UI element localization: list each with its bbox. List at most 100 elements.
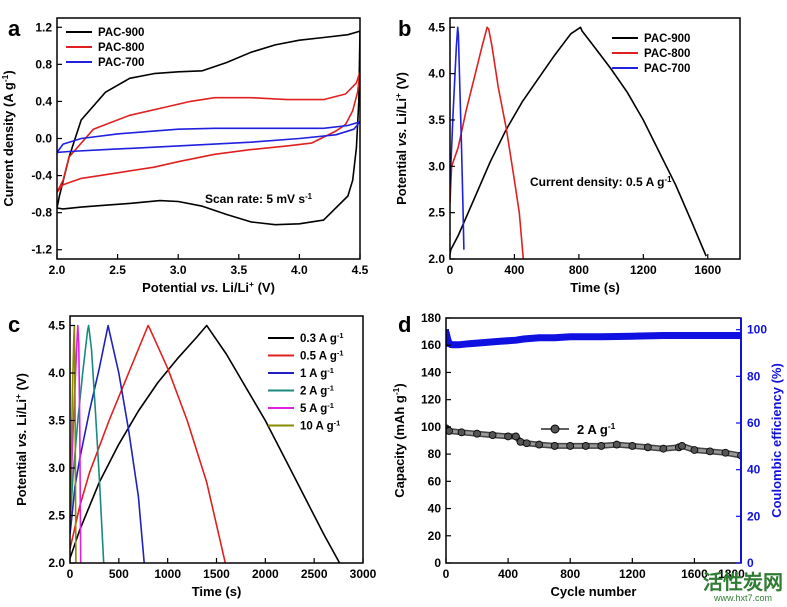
data-point-ce bbox=[520, 336, 527, 342]
series-line-1 bbox=[450, 26, 707, 257]
y-axis-label-part: vs. bbox=[394, 128, 409, 146]
legend-label-part: -1 bbox=[337, 331, 344, 340]
series-line-2 bbox=[70, 324, 227, 563]
y-tick-label: 20 bbox=[428, 529, 442, 543]
y2-axis-label-part: Coulombic efficiency (%) bbox=[769, 363, 784, 518]
x-axis-label-part: vs. bbox=[201, 280, 219, 295]
data-point-capacity bbox=[706, 447, 714, 456]
data-point-capacity bbox=[721, 448, 730, 457]
y-tick-label: 4.0 bbox=[428, 67, 445, 81]
data-point-ce bbox=[738, 332, 741, 339]
data-point-capacity bbox=[535, 440, 544, 449]
y-tick-label: 100 bbox=[421, 420, 441, 434]
data-point-ce bbox=[660, 332, 667, 339]
y-tick-label: 3.5 bbox=[428, 113, 445, 127]
legend-label: 0.3 A g-1 bbox=[300, 331, 344, 346]
x-tick-label: 2.0 bbox=[49, 263, 66, 277]
x-axis-label: Cycle number bbox=[551, 584, 637, 599]
data-point-capacity bbox=[566, 442, 575, 450]
data-point-ce bbox=[497, 338, 504, 345]
y-tick-label: 2.0 bbox=[48, 556, 65, 570]
legend-label-part: -1 bbox=[327, 366, 334, 375]
legend-label-part: 10 A g bbox=[300, 421, 334, 433]
x-axis-label-part: Li/Li bbox=[219, 280, 249, 295]
annotation-part: -1 bbox=[664, 175, 672, 184]
data-point-ce bbox=[466, 340, 473, 347]
data-point-ce bbox=[551, 334, 558, 341]
panel-letter: b bbox=[398, 16, 411, 41]
legend-label-part: -1 bbox=[334, 418, 341, 427]
y-tick-label: 1.2 bbox=[35, 20, 52, 34]
legend-label: 10 A g-1 bbox=[300, 418, 340, 433]
panel-b: b 0 400 800 1200 1600 2.0 2.5 3.0 3.5 4.0 4.5 Time (… bbox=[393, 16, 741, 295]
y-tick-label: 0.4 bbox=[35, 94, 52, 108]
y-tick-label: 3.5 bbox=[48, 414, 65, 428]
legend-label: PAC-900 bbox=[98, 27, 144, 39]
y2-tick-label: 40 bbox=[747, 463, 761, 477]
x-tick-label: 0 bbox=[443, 567, 450, 581]
x-axis-label: Potential vs. Li/Li+ (V) bbox=[142, 279, 275, 295]
y-tick-label: 2.0 bbox=[428, 252, 445, 266]
y-axis-label-part: -1 bbox=[391, 387, 401, 395]
x-axis-label-part: Time (s) bbox=[570, 280, 620, 295]
y-tick-label: 4.5 bbox=[48, 319, 65, 333]
x-axis-label-part: (V) bbox=[254, 280, 275, 295]
legend-label: PAC-900 bbox=[644, 33, 690, 45]
y-axis-label-part: Potential bbox=[14, 447, 29, 506]
y2-tick-label: 0 bbox=[747, 556, 754, 570]
y-tick-label: 80 bbox=[428, 447, 442, 461]
data-point-capacity bbox=[511, 432, 520, 441]
x-tick-label: 1500 bbox=[203, 567, 230, 581]
data-point-capacity bbox=[659, 444, 668, 453]
plot-frame bbox=[445, 317, 742, 564]
legend-label-part: 5 A g bbox=[300, 403, 327, 415]
x-tick-label: 1200 bbox=[630, 263, 657, 277]
legend-label: PAC-800 bbox=[98, 42, 144, 54]
y-axis-label-part: + bbox=[13, 394, 23, 399]
y-tick-label: 3.0 bbox=[48, 461, 65, 475]
data-point-ce bbox=[446, 340, 453, 347]
legend-label: 2 A g-1 bbox=[300, 383, 334, 398]
annotation-part: Scan rate: 5 mV s bbox=[205, 192, 305, 206]
y2-tick-label: 100 bbox=[747, 323, 767, 337]
y-axis-label: Potential vs. Li/Li+ (V) bbox=[13, 373, 29, 506]
y-axis-label-part: Capacity (mAh g bbox=[392, 395, 407, 498]
legend-label-part: -1 bbox=[327, 383, 334, 392]
x-tick-label: 3000 bbox=[350, 567, 377, 581]
x-tick-label: 500 bbox=[109, 567, 129, 581]
data-point-capacity bbox=[516, 437, 525, 446]
y2-tick-label: 80 bbox=[747, 369, 761, 383]
watermark: 活性炭网 www.hxt7.com bbox=[703, 573, 783, 603]
series-line-3 bbox=[57, 121, 360, 154]
data-point-capacity bbox=[504, 432, 513, 441]
data-point-ce bbox=[567, 333, 574, 340]
legend-label-part: 0.5 A g bbox=[300, 351, 337, 363]
plot-frame bbox=[449, 17, 741, 260]
y-axis-label-part: Potential bbox=[394, 146, 409, 205]
x-axis-label-part: Time (s) bbox=[192, 584, 242, 599]
legend-label: PAC-700 bbox=[644, 63, 690, 75]
y-tick-label: 0.8 bbox=[35, 57, 52, 71]
y-tick-label: -0.8 bbox=[31, 206, 52, 220]
y-axis-label: Capacity (mAh g-1) bbox=[391, 383, 407, 497]
y-tick-label: 140 bbox=[421, 365, 441, 379]
annotation-part: Current density: 0.5 A g bbox=[530, 175, 664, 189]
y-tick-label: 2.5 bbox=[48, 509, 65, 523]
legend-label-part: -1 bbox=[337, 348, 344, 357]
legend-label: PAC-700 bbox=[98, 57, 144, 69]
plot-area bbox=[70, 324, 341, 563]
watermark-text: 活性炭网 bbox=[703, 572, 783, 594]
y-axis-label-part: (V) bbox=[14, 373, 29, 394]
y-axis-label: Potential vs. Li/Li+ (V) bbox=[393, 72, 409, 205]
x-tick-label: 2500 bbox=[301, 567, 328, 581]
y-axis-label-part: ) bbox=[392, 383, 407, 387]
x-tick-label: 1000 bbox=[154, 567, 181, 581]
legend-label-part: 2 A g bbox=[577, 422, 608, 437]
data-point-capacity bbox=[690, 446, 699, 454]
data-point-ce bbox=[455, 341, 462, 348]
y-axis-label-part: Current density (A g bbox=[1, 82, 16, 207]
data-point-capacity bbox=[488, 431, 497, 439]
legend-label: 1 A g-1 bbox=[300, 366, 334, 381]
annotation: Scan rate: 5 mV s-1 bbox=[205, 192, 313, 207]
panel-letter: d bbox=[398, 312, 411, 337]
